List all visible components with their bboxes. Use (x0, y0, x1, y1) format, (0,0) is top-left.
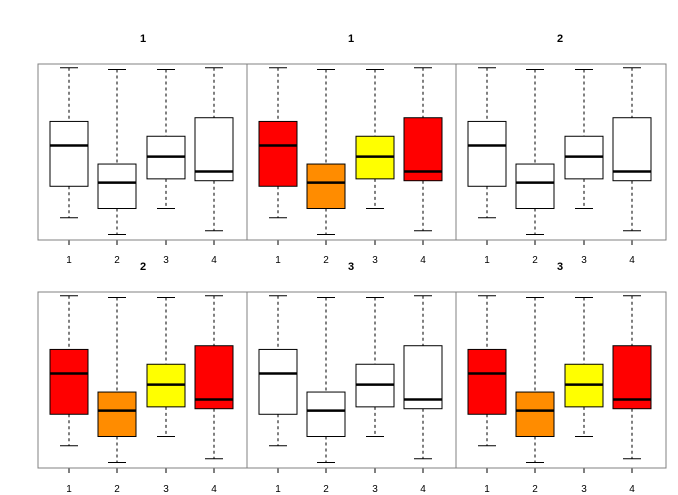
boxplot-panel-6: 3 1 2 3 4 (455, 261, 667, 495)
panel-title: 2 (557, 33, 563, 45)
boxplot-panel-4: 2 1 2 3 4 (37, 261, 248, 495)
panel-title: 3 (348, 261, 354, 273)
x-tick-label: 1 (484, 484, 490, 495)
box (49, 348, 89, 415)
box (258, 348, 298, 415)
x-tick-label: 3 (581, 484, 587, 495)
box (97, 163, 137, 210)
box (467, 348, 507, 415)
x-tick-label: 4 (420, 484, 426, 495)
panel-frame (455, 291, 667, 469)
x-tick-label: 4 (211, 484, 217, 495)
boxplot-panel-3: 2 1 2 3 4 (455, 33, 667, 266)
box (515, 163, 555, 210)
x-tick-label: 3 (372, 484, 378, 495)
x-tick-label: 4 (211, 255, 217, 266)
boxplot-panel-5: 3 1 2 3 4 (246, 261, 457, 495)
x-tick-label: 4 (629, 484, 635, 495)
panel-title: 2 (140, 261, 146, 273)
x-tick-label: 1 (66, 484, 72, 495)
x-tick-label: 1 (275, 255, 281, 266)
panel-frame (455, 63, 667, 241)
box (49, 120, 89, 187)
box (258, 120, 298, 187)
x-tick-label: 4 (629, 255, 635, 266)
x-tick-label: 2 (114, 484, 120, 495)
x-tick-label: 1 (66, 255, 72, 266)
x-tick-label: 2 (323, 255, 329, 266)
boxplot-panel-2: 1 1 2 3 4 (246, 33, 457, 266)
x-tick-label: 4 (420, 255, 426, 266)
x-tick-label: 3 (163, 255, 169, 266)
x-tick-label: 2 (323, 484, 329, 495)
box (97, 391, 137, 438)
box (306, 163, 346, 210)
box (306, 391, 346, 438)
panel-title: 3 (557, 261, 563, 273)
panel-title: 1 (348, 33, 354, 45)
x-tick-label: 2 (114, 255, 120, 266)
x-tick-label: 1 (275, 484, 281, 495)
boxplot-panel-1: 1 1 2 3 4 (37, 33, 248, 266)
x-tick-label: 2 (532, 255, 538, 266)
box (467, 120, 507, 187)
x-tick-label: 3 (581, 255, 587, 266)
x-tick-label: 1 (484, 255, 490, 266)
panel-title: 1 (140, 33, 146, 45)
x-tick-label: 3 (372, 255, 378, 266)
box (515, 391, 555, 438)
x-tick-label: 2 (532, 484, 538, 495)
x-tick-label: 3 (163, 484, 169, 495)
